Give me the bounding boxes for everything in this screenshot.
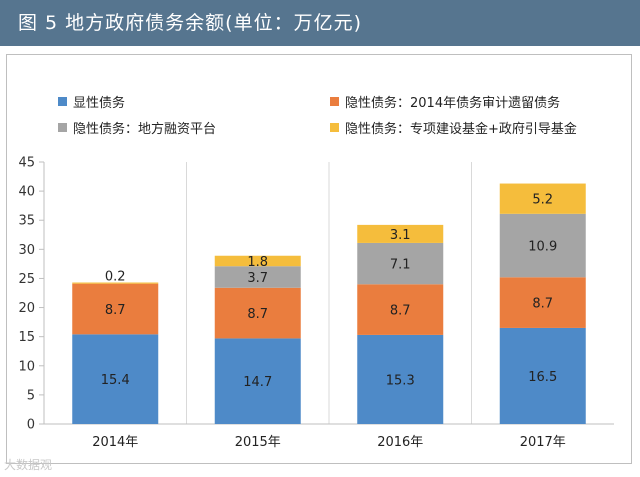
data-label: 3.1 [390, 228, 411, 243]
x-tick-label: 2017年 [520, 435, 566, 450]
data-label: 10.9 [528, 240, 557, 255]
bar-segment [357, 242, 444, 285]
legend-label: 隐性债务：2014年债务审计遗留债务 [345, 96, 561, 111]
legend-item-financing-platform: 隐性债务：地方融资平台 [58, 118, 216, 137]
legend-item-explicit-debt: 显性债务 [58, 92, 125, 111]
y-tick-label: 20 [18, 301, 35, 316]
y-tick-label: 15 [18, 330, 35, 345]
legend-item-special-funds: 隐性债务：专项建设基金+政府引导基金 [330, 118, 577, 137]
data-label: 8.7 [105, 303, 126, 318]
data-label: 15.4 [101, 373, 130, 388]
y-tick-label: 45 [18, 156, 35, 171]
data-label: 7.1 [390, 258, 411, 273]
legend-swatch [330, 97, 339, 106]
y-tick-label: 25 [18, 272, 35, 287]
bar-segment [72, 334, 159, 424]
y-tick-label: 10 [18, 359, 35, 374]
bar-segment [357, 334, 444, 424]
bar-segment [357, 284, 444, 335]
legend-label: 隐性债务：专项建设基金+政府引导基金 [345, 122, 577, 137]
bar-segment [499, 183, 586, 214]
bar-segment [72, 282, 159, 284]
data-label: 8.7 [247, 307, 268, 322]
bar-segment [72, 283, 159, 335]
legend-item-audit-debt: 隐性债务：2014年债务审计遗留债务 [330, 92, 560, 111]
legend-swatch [58, 97, 67, 106]
y-tick-label: 35 [18, 214, 35, 229]
bar-segment [214, 287, 301, 339]
legend-swatch [58, 123, 67, 132]
x-tick-label: 2014年 [92, 435, 138, 450]
data-label: 8.7 [532, 297, 553, 312]
data-label: 0.2 [105, 270, 126, 285]
data-label: 1.8 [247, 255, 268, 270]
data-label: 3.7 [247, 271, 268, 286]
bar-segment [357, 224, 444, 243]
y-tick-label: 0 [27, 418, 35, 433]
data-label: 14.7 [243, 375, 272, 390]
y-tick-label: 30 [18, 243, 35, 258]
legend-label: 显性债务 [73, 96, 126, 111]
data-label: 8.7 [390, 304, 411, 319]
bar-segment [214, 255, 301, 267]
bar-segment [499, 213, 586, 278]
x-tick-label: 2015年 [235, 435, 281, 450]
bar-segment [214, 338, 301, 424]
y-tick-label: 40 [18, 185, 35, 200]
bar-segment [499, 327, 586, 424]
data-label: 16.5 [528, 370, 557, 385]
data-label: 15.3 [386, 373, 415, 388]
bar-segment [499, 277, 586, 328]
y-tick-label: 5 [27, 388, 35, 403]
legend-label: 隐性债务：地方融资平台 [73, 122, 217, 137]
x-tick-label: 2016年 [377, 435, 423, 450]
chart-title: 图 5 地方政府债务余额(单位：万亿元) [0, 0, 640, 46]
data-label: 5.2 [532, 193, 553, 208]
legend-swatch [330, 123, 339, 132]
bar-segment [214, 266, 301, 288]
watermark: 大数据观 [4, 458, 53, 472]
